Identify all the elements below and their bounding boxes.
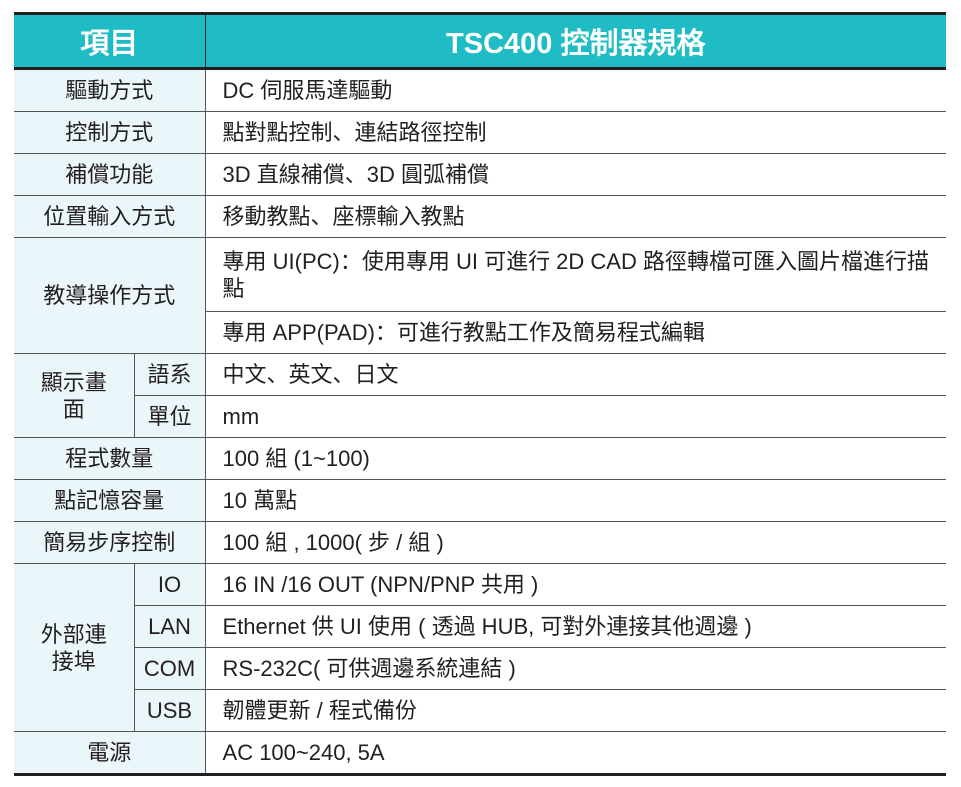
spec-table: 項目 TSC400 控制器規格 驅動方式 DC 伺服馬達驅動 控制方式 點對點控制、… <box>14 12 946 776</box>
row-value: 專用 UI(PC)：使用專用 UI 可進行 2D CAD 路徑轉檔可匯入圖片檔進… <box>205 237 946 312</box>
header-row: 項目 TSC400 控制器規格 <box>14 13 946 70</box>
table-row: 位置輸入方式 移動教點、座標輸入教點 <box>14 195 946 238</box>
row-label: 驅動方式 <box>14 68 206 112</box>
table-row: COM RS-232C( 可供週邊系統連結 ) <box>14 647 946 690</box>
row-value: 100 組 (1~100) <box>205 437 946 480</box>
row-value: 3D 直線補償、3D 圓弧補償 <box>205 153 946 196</box>
row-value: 移動教點、座標輸入教點 <box>205 195 946 238</box>
row-label: 補償功能 <box>14 153 206 196</box>
row-value: 10 萬點 <box>205 479 946 522</box>
row-value: 點對點控制、連結路徑控制 <box>205 111 946 154</box>
table-row: 外部連接埠 IO 16 IN /16 OUT (NPN/PNP 共用 ) <box>14 563 946 732</box>
row-label: 電源 <box>14 731 206 775</box>
table-row: 補償功能 3D 直線補償、3D 圓弧補償 <box>14 153 946 196</box>
row-value: AC 100~240, 5A <box>205 731 946 775</box>
row-label: 簡易步序控制 <box>14 521 206 564</box>
table-row: 控制方式 點對點控制、連結路徑控制 <box>14 111 946 154</box>
table-row: LAN Ethernet 供 UI 使用 ( 透過 HUB, 可對外連接其他週邊 … <box>14 605 946 648</box>
table-row: 顯示畫面 語系 中文、英文、日文 <box>14 353 946 438</box>
table-row: USB 韌體更新 / 程式備份 <box>14 689 946 732</box>
row-label: 程式數量 <box>14 437 206 480</box>
sub-label: LAN <box>133 605 206 648</box>
row-label: 外部連接埠 <box>14 563 135 732</box>
row-value: 韌體更新 / 程式備份 <box>205 689 946 732</box>
sub-label: USB <box>133 689 206 732</box>
sub-label: COM <box>133 647 206 690</box>
row-value: mm <box>205 395 946 438</box>
row-label: 控制方式 <box>14 111 206 154</box>
table-row: 點記憶容量 10 萬點 <box>14 479 946 522</box>
table-row: 電源 AC 100~240, 5A <box>14 731 946 775</box>
row-value: 專用 APP(PAD)：可進行教點工作及簡易程式編輯 <box>205 311 946 354</box>
sub-label: IO <box>133 563 206 606</box>
row-value: Ethernet 供 UI 使用 ( 透過 HUB, 可對外連接其他週邊 ) <box>205 605 946 648</box>
row-label: 位置輸入方式 <box>14 195 206 238</box>
sub-label: 單位 <box>133 395 206 438</box>
row-value: RS-232C( 可供週邊系統連結 ) <box>205 647 946 690</box>
table-row: 單位 mm <box>14 395 946 438</box>
table-row: 教導操作方式 專用 UI(PC)：使用專用 UI 可進行 2D CAD 路徑轉檔可… <box>14 237 946 354</box>
table-row: 專用 APP(PAD)：可進行教點工作及簡易程式編輯 <box>14 311 946 354</box>
row-value: DC 伺服馬達驅動 <box>205 68 946 112</box>
table-row: 簡易步序控制 100 組 , 1000( 步 / 組 ) <box>14 521 946 564</box>
row-value: 16 IN /16 OUT (NPN/PNP 共用 ) <box>205 563 946 606</box>
row-label: 顯示畫面 <box>14 353 135 438</box>
table-row: 驅動方式 DC 伺服馬達驅動 <box>14 68 946 112</box>
row-label: 教導操作方式 <box>14 237 206 354</box>
row-label: 點記憶容量 <box>14 479 206 522</box>
row-value: 100 組 , 1000( 步 / 組 ) <box>205 521 946 564</box>
header-spec: TSC400 控制器規格 <box>205 13 946 70</box>
sub-label: 語系 <box>133 353 206 396</box>
row-value: 中文、英文、日文 <box>205 353 946 396</box>
header-item: 項目 <box>14 13 206 70</box>
table-row: 程式數量 100 組 (1~100) <box>14 437 946 480</box>
